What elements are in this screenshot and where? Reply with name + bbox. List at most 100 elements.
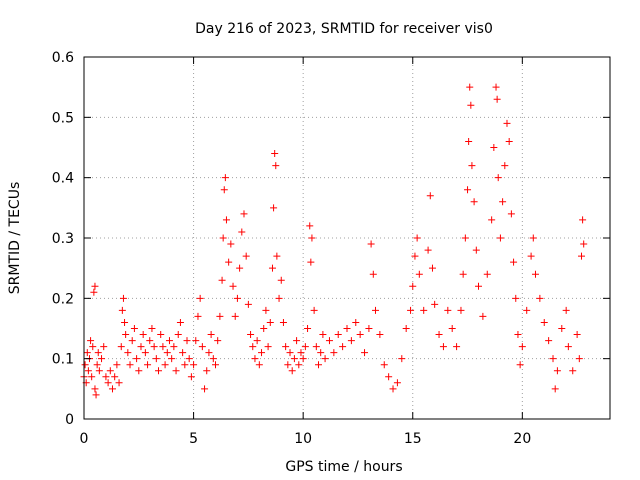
data-point <box>176 318 184 326</box>
data-point <box>221 174 229 182</box>
data-point <box>272 162 280 170</box>
data-point <box>165 337 173 345</box>
data-point <box>297 349 305 357</box>
data-point <box>356 331 364 339</box>
data-point <box>102 373 110 381</box>
data-point <box>461 234 469 242</box>
data-point <box>196 294 204 302</box>
data-point <box>152 355 160 363</box>
data-point <box>398 355 406 363</box>
data-point <box>293 337 301 345</box>
data-point <box>564 343 572 351</box>
data-point <box>459 270 467 278</box>
data-point <box>137 343 145 351</box>
data-point <box>321 355 329 363</box>
x-axis-label: GPS time / hours <box>285 459 402 475</box>
data-point <box>240 210 248 218</box>
data-point <box>201 385 209 393</box>
data-point <box>514 331 522 339</box>
data-point <box>209 355 217 363</box>
data-point <box>510 258 518 266</box>
axis-ticks: 0 0.1 0.2 0.3 0.4 0.5 0.6 0 5 10 15 20 <box>52 50 610 447</box>
data-point <box>444 306 452 314</box>
data-point <box>108 385 116 393</box>
data-point <box>90 288 98 296</box>
data-point <box>148 325 156 332</box>
data-point <box>251 355 259 363</box>
data-point <box>157 331 165 339</box>
data-point <box>307 258 315 266</box>
data-point <box>179 349 187 357</box>
data-point <box>490 144 498 151</box>
data-point <box>409 282 417 290</box>
data-point <box>135 367 143 375</box>
data-point <box>91 385 99 393</box>
data-point <box>343 325 351 332</box>
data-point <box>529 234 537 242</box>
data-point <box>393 379 401 387</box>
y-axis-label: SRMTID / TECUs <box>7 182 23 295</box>
data-point <box>155 367 163 375</box>
data-point <box>448 325 456 332</box>
data-point <box>371 306 379 314</box>
x-tick-label: 20 <box>513 431 531 447</box>
data-point <box>122 331 130 339</box>
data-point <box>435 331 443 339</box>
data-point <box>376 331 384 339</box>
data-point <box>569 367 577 375</box>
data-point <box>512 294 520 302</box>
data-point <box>273 252 281 260</box>
data-point <box>465 137 473 145</box>
data-point <box>174 331 182 339</box>
data-point <box>317 349 325 357</box>
data-point <box>190 361 198 369</box>
data-point <box>244 300 252 308</box>
data-point <box>284 361 292 369</box>
data-point <box>457 306 465 314</box>
data-point <box>428 264 436 272</box>
y-tick-label: 0.4 <box>52 171 74 187</box>
data-point <box>91 282 99 290</box>
data-point <box>279 318 287 326</box>
data-points <box>80 83 588 399</box>
data-point <box>203 367 211 375</box>
y-tick-label: 0 <box>65 412 74 428</box>
data-point <box>194 312 202 320</box>
data-point <box>466 83 474 91</box>
data-point <box>236 264 244 272</box>
data-point <box>472 246 480 254</box>
data-point <box>308 234 316 242</box>
data-point <box>411 252 419 260</box>
data-point <box>118 306 126 314</box>
chart-title: Day 216 of 2023, SRMTID for receiver vis… <box>195 21 493 37</box>
data-point <box>258 349 266 357</box>
data-point <box>516 361 524 369</box>
data-point <box>380 361 388 369</box>
data-point <box>531 270 539 278</box>
data-point <box>277 276 285 284</box>
data-point <box>150 343 158 351</box>
data-point <box>501 162 509 170</box>
data-point <box>453 343 461 351</box>
data-point <box>426 192 434 200</box>
data-point <box>253 337 261 345</box>
data-point <box>551 385 559 393</box>
data-point <box>249 343 257 351</box>
data-point <box>573 331 581 339</box>
data-point <box>198 343 206 351</box>
data-point <box>266 318 274 326</box>
grid-lines <box>84 57 610 419</box>
data-point <box>93 361 101 369</box>
data-point <box>106 367 114 375</box>
data-point <box>339 343 347 351</box>
data-point <box>271 150 279 158</box>
data-point <box>540 318 548 326</box>
data-point <box>334 331 342 339</box>
data-point <box>424 246 432 254</box>
x-tick-label: 10 <box>294 431 312 447</box>
data-point <box>159 343 167 351</box>
data-point <box>286 349 294 357</box>
data-point <box>290 355 298 363</box>
data-point <box>301 343 309 351</box>
data-point <box>505 137 513 145</box>
